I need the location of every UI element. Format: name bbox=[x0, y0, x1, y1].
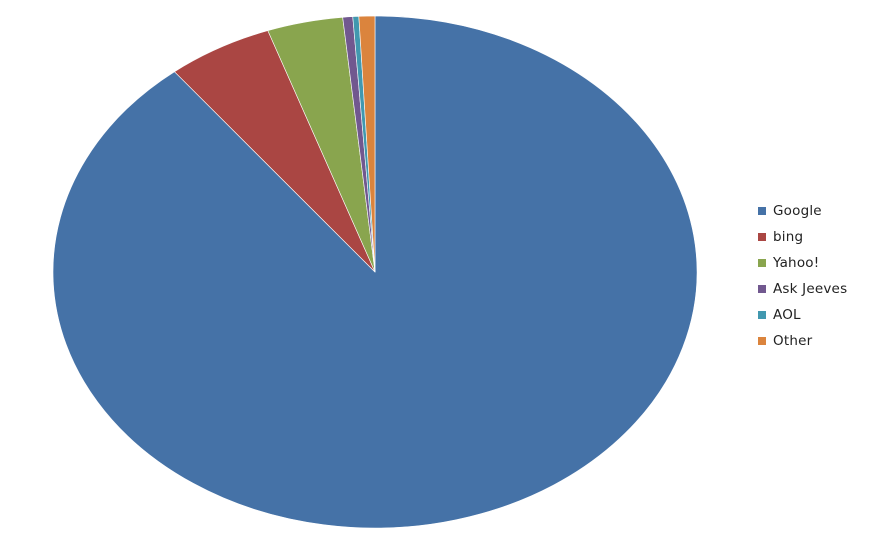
legend-label-bing: bing bbox=[773, 229, 804, 245]
legend-swatch-google bbox=[758, 207, 766, 215]
legend-label-google: Google bbox=[773, 203, 822, 219]
legend-item-aol: AOL bbox=[758, 302, 866, 328]
legend-swatch-aol bbox=[758, 311, 766, 319]
pie-slice-other bbox=[358, 15, 376, 273]
legend-swatch-bing bbox=[758, 233, 766, 241]
legend-label-aol: AOL bbox=[773, 307, 801, 323]
legend-item-yahoo: Yahoo! bbox=[758, 250, 866, 276]
legend-swatch-other bbox=[758, 337, 766, 345]
legend-swatch-ask-jeeves bbox=[758, 285, 766, 293]
legend-item-other: Other bbox=[758, 328, 866, 354]
chart-legend: Google bing Yahoo! Ask Jeeves AOL Other bbox=[758, 198, 866, 354]
legend-item-ask-jeeves: Ask Jeeves bbox=[758, 276, 866, 302]
legend-label-ask-jeeves: Ask Jeeves bbox=[773, 281, 848, 297]
legend-item-bing: bing bbox=[758, 224, 866, 250]
legend-swatch-yahoo bbox=[758, 259, 766, 267]
legend-item-google: Google bbox=[758, 198, 866, 224]
legend-label-yahoo: Yahoo! bbox=[773, 255, 820, 271]
legend-label-other: Other bbox=[773, 333, 813, 349]
